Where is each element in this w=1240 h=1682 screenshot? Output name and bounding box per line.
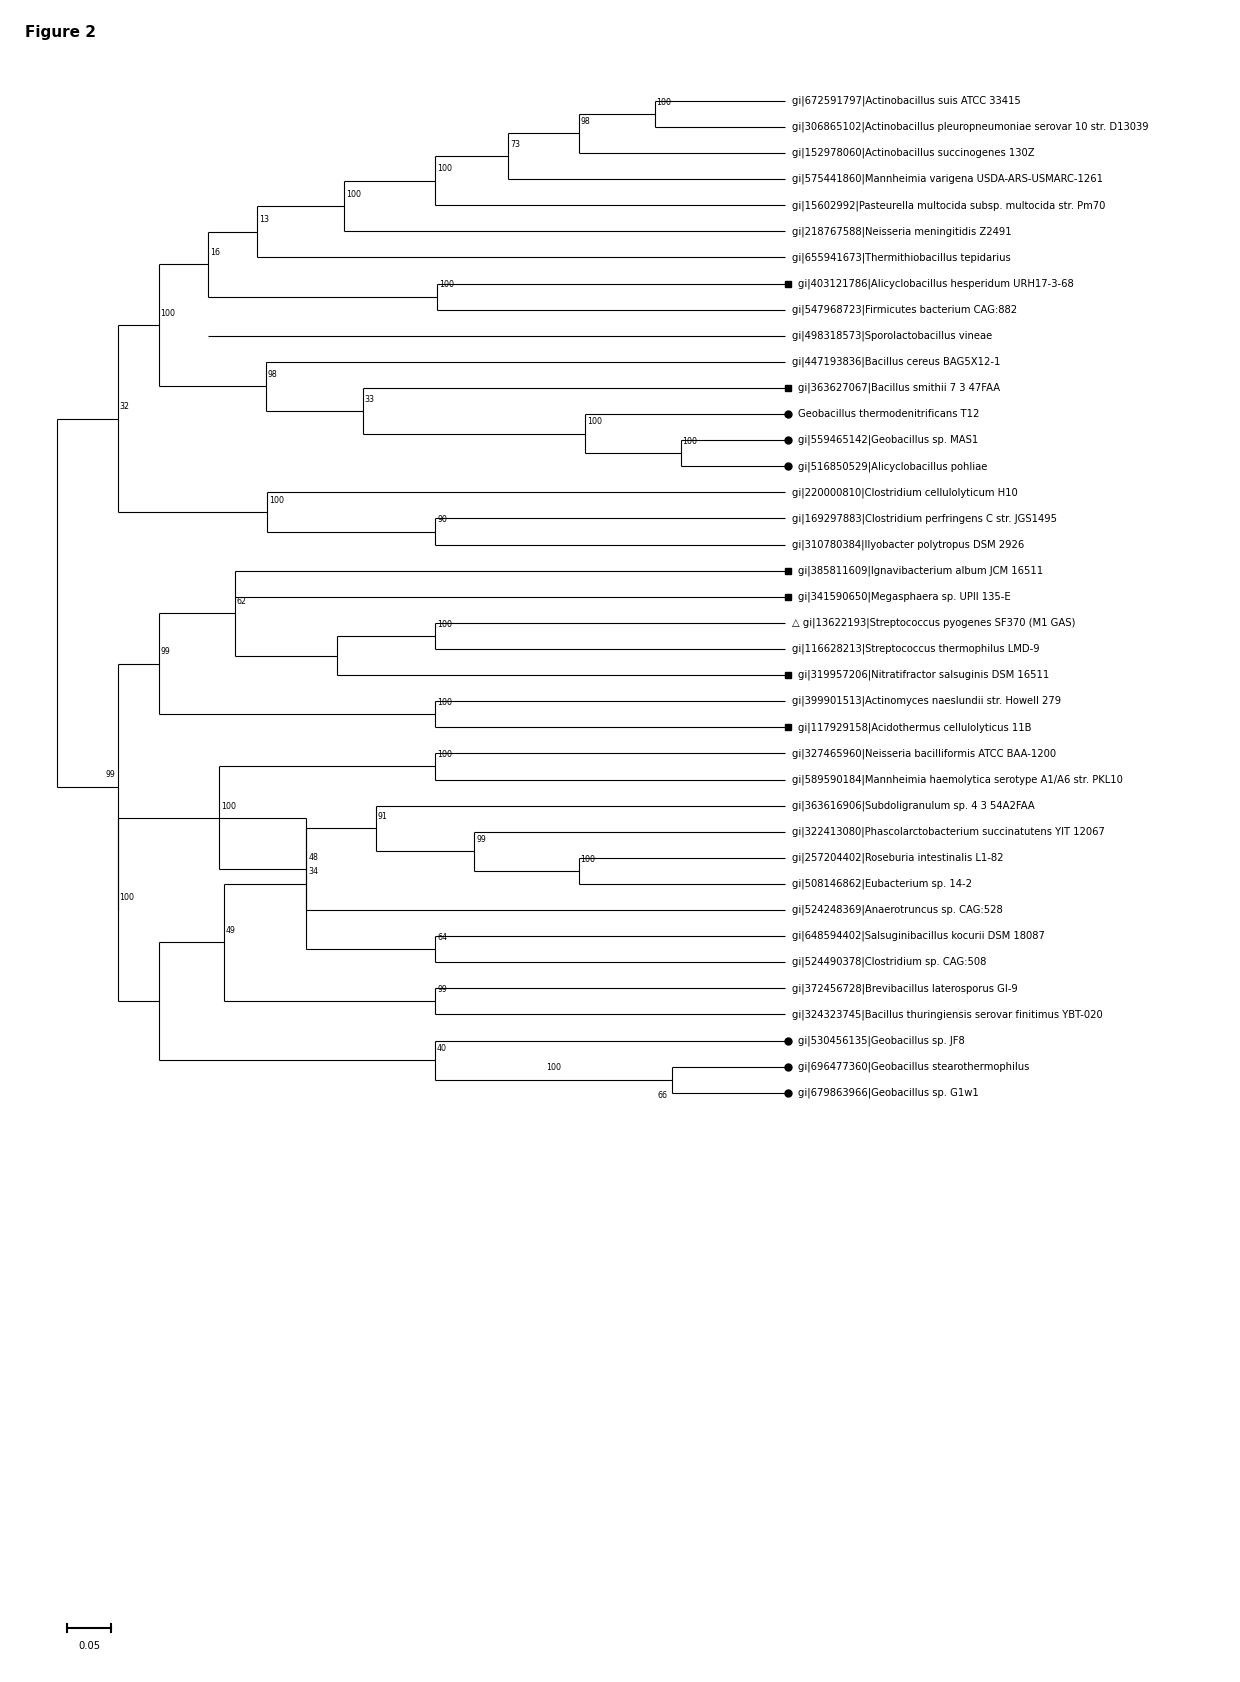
Text: 91: 91 — [378, 812, 388, 821]
Text: 100: 100 — [436, 750, 453, 759]
Text: △ gi|13622193|Streptococcus pyogenes SF370 (M1 GAS): △ gi|13622193|Streptococcus pyogenes SF3… — [792, 617, 1075, 627]
Text: gi|169297883|Clostridium perfringens C str. JGS1495: gi|169297883|Clostridium perfringens C s… — [792, 513, 1056, 523]
Text: 33: 33 — [365, 395, 374, 404]
Text: gi|524490378|Clostridium sp. CAG:508: gi|524490378|Clostridium sp. CAG:508 — [792, 957, 986, 967]
Text: gi|116628213|Streptococcus thermophilus LMD-9: gi|116628213|Streptococcus thermophilus … — [792, 644, 1039, 654]
Text: gi|516850529|Alicyclobacillus pohliae: gi|516850529|Alicyclobacillus pohliae — [799, 461, 987, 471]
Text: gi|341590650|Megasphaera sp. UPII 135-E: gi|341590650|Megasphaera sp. UPII 135-E — [799, 592, 1011, 602]
Text: gi|327465960|Neisseria bacilliformis ATCC BAA-1200: gi|327465960|Neisseria bacilliformis ATC… — [792, 748, 1056, 759]
Text: Geobacillus thermodenitrificans T12: Geobacillus thermodenitrificans T12 — [799, 409, 980, 419]
Text: gi|403121786|Alicyclobacillus hesperidum URH17-3-68: gi|403121786|Alicyclobacillus hesperidum… — [799, 278, 1074, 289]
Text: Figure 2: Figure 2 — [25, 25, 95, 40]
Text: gi|530456135|Geobacillus sp. JF8: gi|530456135|Geobacillus sp. JF8 — [799, 1036, 965, 1046]
Text: gi|310780384|Ilyobacter polytropus DSM 2926: gi|310780384|Ilyobacter polytropus DSM 2… — [792, 540, 1024, 550]
Text: 34: 34 — [309, 868, 319, 876]
Text: 98: 98 — [268, 370, 277, 378]
Text: gi|306865102|Actinobacillus pleuropneumoniae serovar 10 str. D13039: gi|306865102|Actinobacillus pleuropneumo… — [792, 121, 1148, 133]
Text: 64: 64 — [436, 934, 446, 942]
Text: gi|447193836|Bacillus cereus BAG5X12-1: gi|447193836|Bacillus cereus BAG5X12-1 — [792, 357, 1001, 367]
Text: 40: 40 — [436, 1045, 446, 1053]
Text: gi|322413080|Phascolarctobacterium succinatutens YIT 12067: gi|322413080|Phascolarctobacterium succi… — [792, 826, 1105, 838]
Text: gi|319957206|Nitratifractor salsuginis DSM 16511: gi|319957206|Nitratifractor salsuginis D… — [799, 669, 1049, 680]
Text: gi|218767588|Neisseria meningitidis Z2491: gi|218767588|Neisseria meningitidis Z249… — [792, 225, 1012, 237]
Text: gi|152978060|Actinobacillus succinogenes 130Z: gi|152978060|Actinobacillus succinogenes… — [792, 148, 1034, 158]
Text: gi|547968723|Firmicutes bacterium CAG:882: gi|547968723|Firmicutes bacterium CAG:88… — [792, 304, 1017, 315]
Text: 100: 100 — [346, 190, 361, 198]
Text: gi|524248369|Anaerotruncus sp. CAG:528: gi|524248369|Anaerotruncus sp. CAG:528 — [792, 905, 1003, 915]
Text: gi|220000810|Clostridium cellulolyticum H10: gi|220000810|Clostridium cellulolyticum … — [792, 488, 1018, 498]
Text: 100: 100 — [439, 281, 454, 289]
Text: 99: 99 — [436, 986, 446, 994]
Text: gi|363616906|Subdoligranulum sp. 4 3 54A2FAA: gi|363616906|Subdoligranulum sp. 4 3 54A… — [792, 801, 1034, 811]
Text: 49: 49 — [226, 927, 236, 935]
Text: gi|15602992|Pasteurella multocida subsp. multocida str. Pm70: gi|15602992|Pasteurella multocida subsp.… — [792, 200, 1105, 210]
Text: gi|117929158|Acidothermus cellulolyticus 11B: gi|117929158|Acidothermus cellulolyticus… — [799, 722, 1032, 733]
Text: 98: 98 — [580, 118, 590, 126]
Text: 99: 99 — [476, 834, 486, 844]
Text: 100: 100 — [119, 893, 134, 902]
Text: gi|498318573|Sporolactobacillus vineae: gi|498318573|Sporolactobacillus vineae — [792, 331, 992, 341]
Text: 90: 90 — [436, 515, 446, 525]
Text: 100: 100 — [682, 437, 697, 446]
Text: 100: 100 — [436, 619, 453, 629]
Text: 32: 32 — [119, 402, 129, 412]
Text: 13: 13 — [259, 215, 269, 224]
Text: 100: 100 — [580, 854, 595, 863]
Text: 100: 100 — [269, 496, 284, 505]
Text: 99: 99 — [160, 648, 170, 656]
Text: gi|648594402|Salsuginibacillus kocurii DSM 18087: gi|648594402|Salsuginibacillus kocurii D… — [792, 930, 1045, 942]
Text: gi|372456728|Brevibacillus laterosporus GI-9: gi|372456728|Brevibacillus laterosporus … — [792, 982, 1018, 994]
Text: gi|655941673|Thermithiobacillus tepidarius: gi|655941673|Thermithiobacillus tepidari… — [792, 252, 1011, 262]
Text: gi|589590184|Mannheimia haemolytica serotype A1/A6 str. PKL10: gi|589590184|Mannheimia haemolytica sero… — [792, 774, 1123, 785]
Text: 100: 100 — [436, 165, 453, 173]
Text: 73: 73 — [510, 140, 520, 150]
Text: 100: 100 — [436, 698, 453, 706]
Text: gi|324323745|Bacillus thuringiensis serovar finitimus YBT-020: gi|324323745|Bacillus thuringiensis sero… — [792, 1009, 1102, 1019]
Text: gi|679863966|Geobacillus sp. G1w1: gi|679863966|Geobacillus sp. G1w1 — [799, 1088, 978, 1098]
Text: 100: 100 — [221, 802, 236, 811]
Text: gi|559465142|Geobacillus sp. MAS1: gi|559465142|Geobacillus sp. MAS1 — [799, 436, 978, 446]
Text: gi|363627067|Bacillus smithii 7 3 47FAA: gi|363627067|Bacillus smithii 7 3 47FAA — [799, 383, 1001, 394]
Text: gi|575441860|Mannheimia varigena USDA-ARS-USMARC-1261: gi|575441860|Mannheimia varigena USDA-AR… — [792, 173, 1104, 185]
Text: gi|508146862|Eubacterium sp. 14-2: gi|508146862|Eubacterium sp. 14-2 — [792, 878, 972, 890]
Text: 100: 100 — [546, 1063, 562, 1073]
Text: 100: 100 — [656, 98, 671, 106]
Text: gi|696477360|Geobacillus stearothermophilus: gi|696477360|Geobacillus stearothermophi… — [799, 1061, 1029, 1071]
Text: gi|385811609|Ignavibacterium album JCM 16511: gi|385811609|Ignavibacterium album JCM 1… — [799, 565, 1043, 575]
Text: gi|672591797|Actinobacillus suis ATCC 33415: gi|672591797|Actinobacillus suis ATCC 33… — [792, 96, 1021, 106]
Text: gi|399901513|Actinomyces naeslundii str. Howell 279: gi|399901513|Actinomyces naeslundii str.… — [792, 696, 1061, 706]
Text: gi|257204402|Roseburia intestinalis L1-82: gi|257204402|Roseburia intestinalis L1-8… — [792, 853, 1003, 863]
Text: 99: 99 — [105, 770, 115, 779]
Text: 100: 100 — [160, 309, 175, 318]
Text: 100: 100 — [587, 417, 601, 426]
Text: 0.05: 0.05 — [78, 1642, 100, 1652]
Text: 62: 62 — [237, 597, 247, 606]
Text: 48: 48 — [309, 853, 319, 861]
Text: 16: 16 — [210, 247, 219, 257]
Text: 66: 66 — [657, 1092, 667, 1100]
